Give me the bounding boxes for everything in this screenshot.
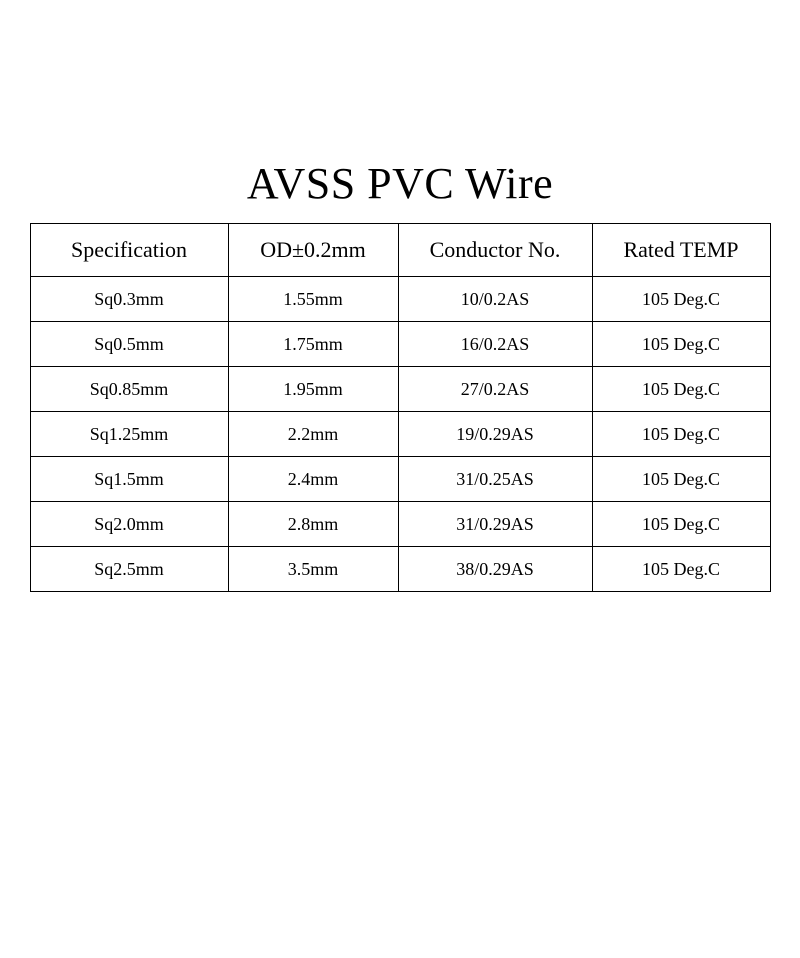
- cell-od: 1.55mm: [228, 277, 398, 322]
- cell-specification: Sq1.5mm: [30, 457, 228, 502]
- table-row: Sq0.5mm 1.75mm 16/0.2AS 105 Deg.C: [30, 322, 770, 367]
- cell-rated-temp: 105 Deg.C: [592, 367, 770, 412]
- cell-od: 1.95mm: [228, 367, 398, 412]
- cell-specification: Sq1.25mm: [30, 412, 228, 457]
- col-conductor: Conductor No.: [398, 224, 592, 277]
- col-od: OD±0.2mm: [228, 224, 398, 277]
- cell-conductor: 31/0.29AS: [398, 502, 592, 547]
- cell-specification: Sq0.5mm: [30, 322, 228, 367]
- cell-conductor: 19/0.29AS: [398, 412, 592, 457]
- cell-rated-temp: 105 Deg.C: [592, 547, 770, 592]
- cell-od: 2.2mm: [228, 412, 398, 457]
- cell-rated-temp: 105 Deg.C: [592, 502, 770, 547]
- cell-od: 1.75mm: [228, 322, 398, 367]
- cell-specification: Sq2.0mm: [30, 502, 228, 547]
- table-header-row: Specification OD±0.2mm Conductor No. Rat…: [30, 224, 770, 277]
- cell-rated-temp: 105 Deg.C: [592, 322, 770, 367]
- page: { "title": "AVSS PVC Wire", "table": { "…: [0, 158, 800, 958]
- cell-specification: Sq0.85mm: [30, 367, 228, 412]
- cell-conductor: 16/0.2AS: [398, 322, 592, 367]
- table-row: Sq0.3mm 1.55mm 10/0.2AS 105 Deg.C: [30, 277, 770, 322]
- cell-rated-temp: 105 Deg.C: [592, 277, 770, 322]
- cell-conductor: 38/0.29AS: [398, 547, 592, 592]
- cell-od: 2.4mm: [228, 457, 398, 502]
- table-row: Sq2.5mm 3.5mm 38/0.29AS 105 Deg.C: [30, 547, 770, 592]
- table-row: Sq1.25mm 2.2mm 19/0.29AS 105 Deg.C: [30, 412, 770, 457]
- col-specification: Specification: [30, 224, 228, 277]
- cell-od: 3.5mm: [228, 547, 398, 592]
- cell-specification: Sq0.3mm: [30, 277, 228, 322]
- page-title: AVSS PVC Wire: [0, 158, 800, 209]
- col-rated-temp: Rated TEMP: [592, 224, 770, 277]
- cell-conductor: 10/0.2AS: [398, 277, 592, 322]
- cell-rated-temp: 105 Deg.C: [592, 457, 770, 502]
- table-row: Sq2.0mm 2.8mm 31/0.29AS 105 Deg.C: [30, 502, 770, 547]
- table-row: Sq0.85mm 1.95mm 27/0.2AS 105 Deg.C: [30, 367, 770, 412]
- spec-table: Specification OD±0.2mm Conductor No. Rat…: [30, 223, 771, 592]
- cell-od: 2.8mm: [228, 502, 398, 547]
- cell-conductor: 31/0.25AS: [398, 457, 592, 502]
- cell-specification: Sq2.5mm: [30, 547, 228, 592]
- cell-conductor: 27/0.2AS: [398, 367, 592, 412]
- table-row: Sq1.5mm 2.4mm 31/0.25AS 105 Deg.C: [30, 457, 770, 502]
- cell-rated-temp: 105 Deg.C: [592, 412, 770, 457]
